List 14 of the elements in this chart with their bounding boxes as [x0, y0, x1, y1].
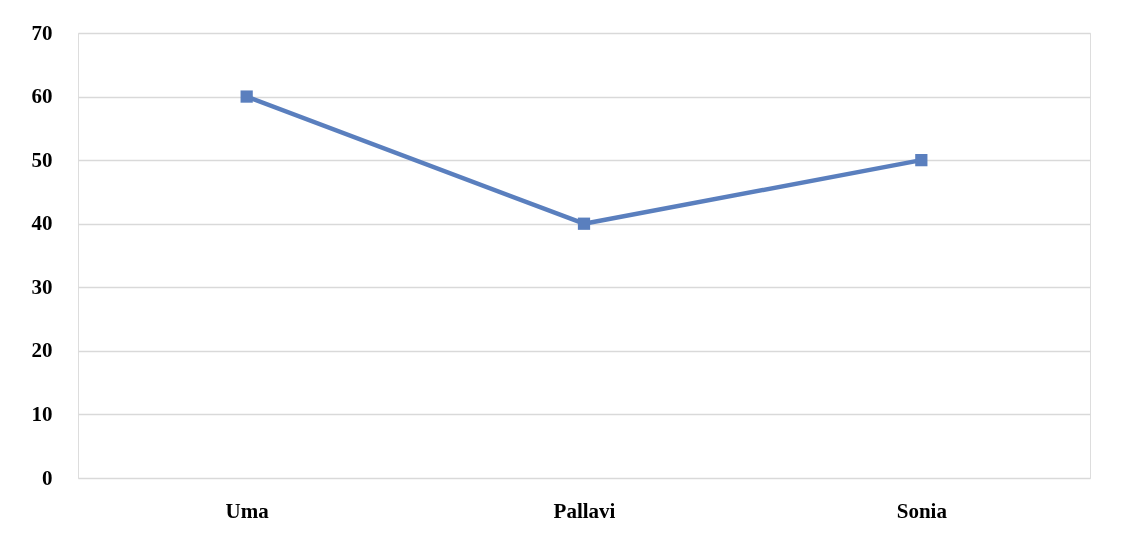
y-tick-label: 30 — [31, 274, 53, 299]
y-tick-label: 10 — [31, 401, 53, 426]
y-tick-label: 70 — [31, 20, 53, 45]
y-tick-label: 60 — [31, 84, 53, 109]
point — [240, 90, 253, 103]
x-tick-label: Sonia — [896, 498, 948, 523]
y-tick-label: 50 — [31, 147, 53, 172]
y-tick-label: 20 — [31, 338, 53, 363]
point — [577, 217, 591, 230]
point — [915, 154, 928, 167]
y-tick-label: 0 — [42, 465, 53, 490]
x-tick-label: Pallavi — [553, 498, 616, 523]
x-tick-label: Uma — [225, 498, 270, 523]
y-tick-label: 40 — [31, 211, 53, 236]
